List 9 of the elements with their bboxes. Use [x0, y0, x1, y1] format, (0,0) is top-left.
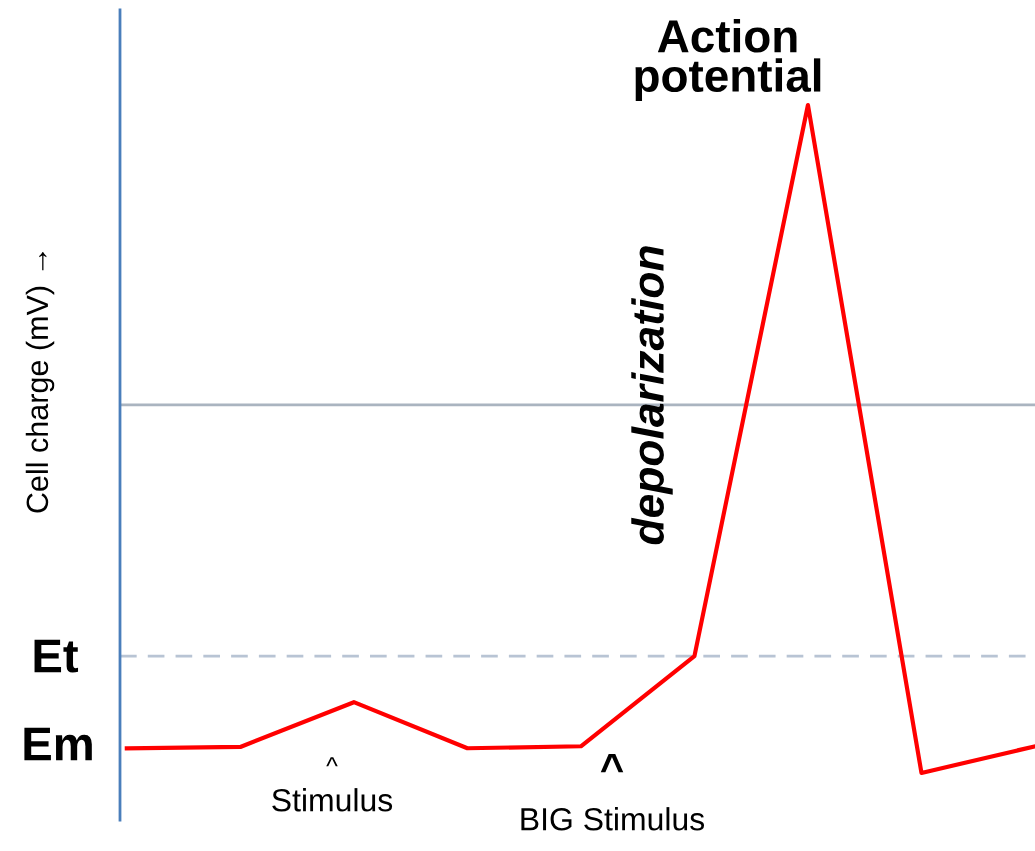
text: Action potential — [635, 18, 821, 102]
text: BIG Stimulus — [521, 807, 705, 831]
annotation: ^ — [600, 754, 624, 773]
annotation: ^ — [326, 757, 338, 767]
text: Em — [24, 727, 92, 761]
text: Et — [34, 639, 79, 673]
text: Stimulus — [272, 788, 393, 812]
y-axis-title: Cell charge (mV) → — [25, 252, 55, 513]
annotation: depolarization — [631, 246, 673, 545]
